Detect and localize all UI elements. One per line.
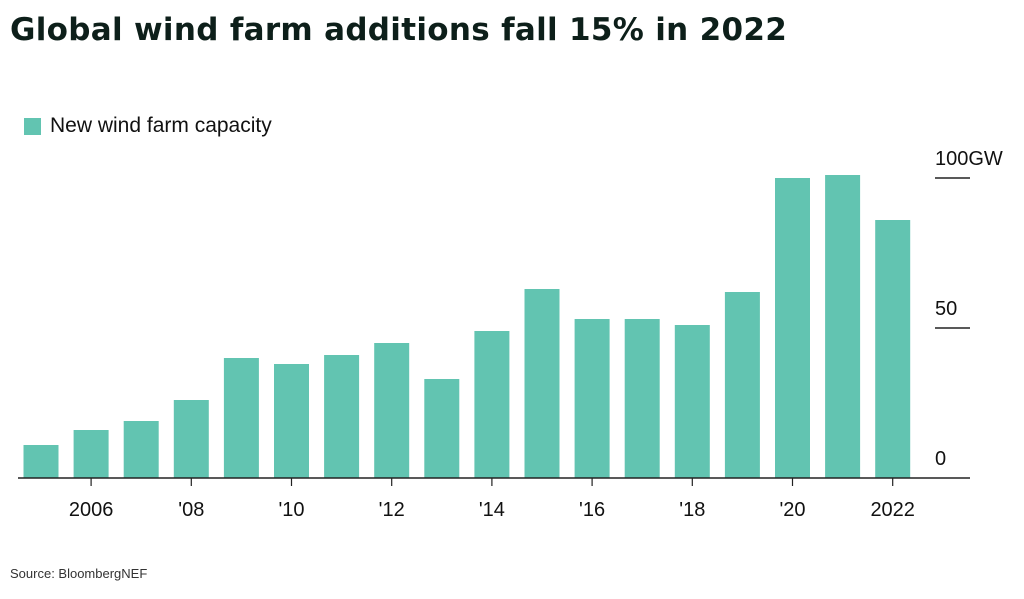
x-tick-label-2008: '08 — [178, 499, 204, 521]
x-tick-label-2018: '18 — [679, 499, 705, 521]
bar-2013 — [424, 379, 460, 478]
x-tick-label-2022: 2022 — [870, 499, 915, 521]
bar-2020 — [775, 178, 810, 478]
x-tick-label-2016: '16 — [579, 499, 605, 521]
x-tick-label-2014: '14 — [479, 499, 505, 521]
bar-2010 — [274, 364, 309, 478]
chart-title: Global wind farm additions fall 15% in 2… — [10, 12, 788, 48]
x-tick-label-2006: 2006 — [69, 499, 114, 521]
bar-2015 — [524, 289, 560, 478]
y-tick-label-0: 0 — [935, 448, 946, 470]
y-tick-label-50: 50 — [935, 298, 957, 320]
bar-2021 — [825, 175, 861, 478]
bar-2019 — [724, 292, 760, 478]
bar-2018 — [674, 325, 710, 478]
legend-swatch — [24, 117, 41, 135]
bar-2009 — [223, 358, 259, 478]
x-tick-label-2020: '20 — [779, 499, 805, 521]
bar-2005 — [23, 445, 59, 478]
bar-2008 — [173, 400, 209, 478]
x-tick-label-2010: '10 — [278, 499, 304, 521]
bar-2007 — [123, 421, 159, 478]
source-note: Source: BloombergNEF — [10, 566, 148, 581]
x-tick-label-2012: '12 — [379, 499, 405, 521]
y-tick-label-100: 100GW — [935, 148, 1003, 170]
bar-2006 — [73, 430, 109, 478]
bar-2014 — [474, 331, 510, 478]
bar-2017 — [624, 319, 660, 478]
bar-2022 — [875, 220, 911, 478]
bar-2011 — [324, 355, 360, 478]
legend-label: New wind farm capacity — [50, 114, 272, 137]
legend: New wind farm capacity — [24, 114, 272, 138]
bar-2012 — [374, 343, 410, 478]
bar-2016 — [574, 319, 610, 478]
bar-chart: 2006 '08 '10 '12 '14 '16 '18 '20 2022 0 50 100GW — [18, 148, 1003, 521]
